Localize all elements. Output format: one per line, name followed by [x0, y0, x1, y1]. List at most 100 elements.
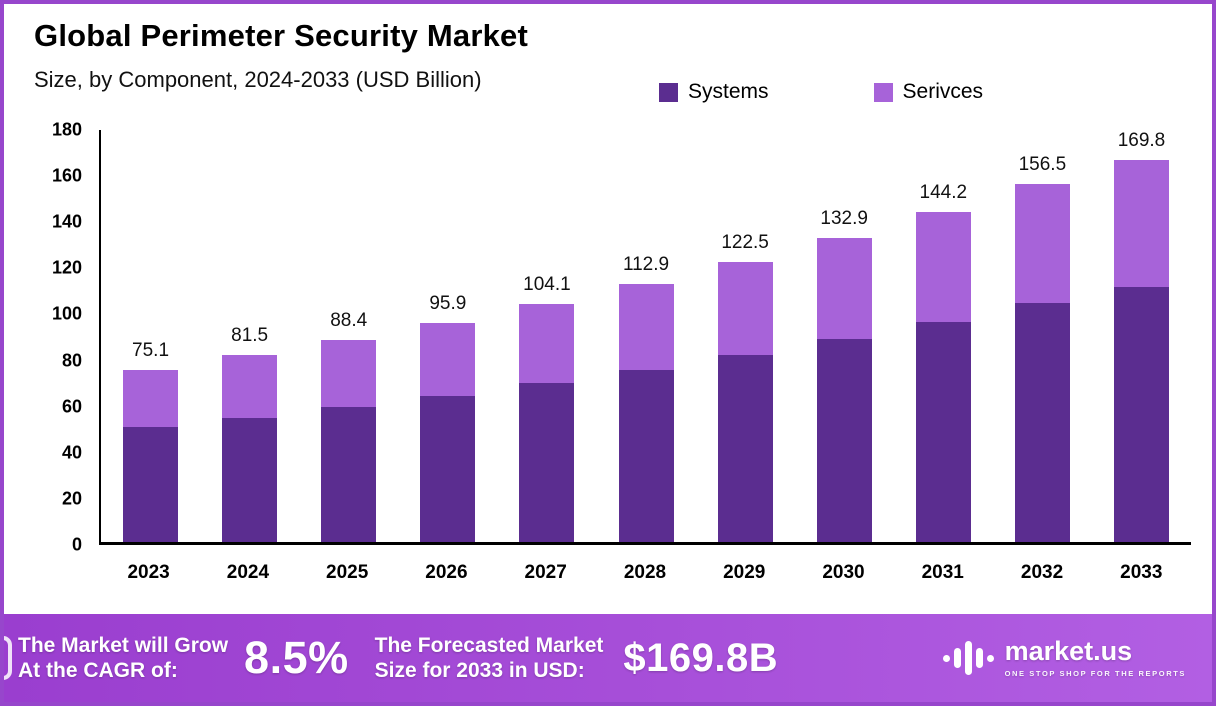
x-tick-label: 2027 — [524, 562, 567, 583]
bar-segment-systems — [321, 406, 377, 542]
bar-segment-serivces — [1014, 183, 1070, 304]
x-tick-label: 2024 — [226, 562, 270, 583]
x-tick-label: 2025 — [326, 562, 369, 583]
bar-column: 112.9 — [596, 130, 695, 542]
bar-total-label: 95.9 — [429, 292, 467, 314]
legend-item-systems: Systems — [659, 80, 769, 104]
chart-subtitle: Size, by Component, 2024-2033 (USD Billi… — [34, 67, 482, 92]
cagr-label-line2: At the CAGR of: — [18, 659, 178, 682]
y-tick-label: 40 — [61, 442, 82, 463]
bar-segment-systems — [519, 382, 575, 542]
bar-segment-systems — [222, 417, 278, 542]
forecast-label-line1: The Forecasted Market — [374, 633, 604, 657]
legend-label-systems: Systems — [688, 80, 769, 103]
bar-segment-serivces — [321, 339, 377, 407]
y-tick-label: 180 — [51, 119, 82, 140]
bar-column: 144.2 — [894, 130, 993, 542]
x-tick-label: 2026 — [425, 562, 468, 583]
bar-column: 132.9 — [795, 130, 894, 542]
bar-total-label: 112.9 — [622, 253, 670, 275]
x-tick-label: 2023 — [127, 562, 170, 583]
stacked-bar — [321, 339, 377, 542]
marketus-logo-icon — [942, 641, 994, 675]
bar-segment-serivces — [420, 322, 476, 396]
cagr-label-line1: The Market will Grow — [18, 633, 229, 657]
stacked-bar — [618, 283, 674, 542]
forecast-label-line2: Size for 2033 in USD: — [374, 659, 585, 682]
bar-total-label: 132.9 — [820, 207, 868, 229]
legend-label-services: Serivces — [902, 80, 984, 103]
bar-total-label: 144.2 — [919, 181, 968, 203]
bar-total-label: 88.4 — [330, 309, 368, 331]
stacked-bar — [519, 303, 575, 542]
legend-swatch-services — [873, 82, 893, 102]
bar-column: 156.5 — [993, 130, 1092, 542]
cagr-value: 8.5% — [244, 632, 349, 683]
stacked-bar — [816, 237, 872, 542]
x-tick-label: 2031 — [921, 562, 964, 583]
y-tick-label: 160 — [51, 165, 82, 186]
brand-tagline: ONE STOP SHOP FOR THE REPORTS — [1004, 669, 1186, 678]
bar-total-label: 122.5 — [721, 231, 769, 253]
y-axis: 0 20 40 60 80 100 120 140 160 180 — [4, 120, 92, 555]
cagr-label: The Market will Grow At the CAGR of: — [18, 633, 228, 683]
stacked-bar — [1113, 160, 1169, 542]
bar-total-label: 156.5 — [1018, 153, 1067, 175]
y-tick-label: 60 — [61, 396, 82, 417]
bar-segment-serivces — [717, 261, 773, 355]
bar-segment-systems — [1113, 287, 1169, 542]
stacked-bar — [420, 322, 476, 542]
forecast-label: The Forecasted Market Size for 2033 in U… — [375, 633, 604, 683]
y-tick-label: 120 — [51, 257, 82, 278]
bar-total-label: 104.1 — [523, 273, 571, 295]
bar-segment-serivces — [222, 355, 278, 418]
x-tick-label: 2028 — [623, 562, 667, 583]
bar-segment-serivces — [816, 237, 872, 340]
marketus-brand: market.us ONE STOP SHOP FOR THE REPORTS — [942, 636, 1186, 679]
bar-segment-systems — [1014, 303, 1070, 542]
bar-segment-systems — [123, 427, 179, 542]
x-tick-label: 2033 — [1120, 562, 1163, 583]
y-tick-label: 0 — [71, 534, 82, 555]
stacked-bar — [915, 211, 971, 542]
x-tick-label: 2032 — [1020, 562, 1064, 583]
banner-left-decoration — [4, 636, 12, 680]
chart-header: Global Perimeter Security Market Size, b… — [34, 18, 528, 93]
bar-segment-serivces — [123, 370, 179, 428]
bar-column: 95.9 — [398, 130, 497, 542]
bar-column: 122.5 — [696, 130, 795, 542]
legend-swatch-systems — [659, 82, 678, 102]
y-tick-label: 20 — [61, 488, 82, 509]
bar-column: 104.1 — [497, 130, 596, 542]
bar-total-label: 81.5 — [231, 325, 269, 347]
stacked-bar — [717, 261, 773, 542]
bar-segment-systems — [717, 355, 773, 542]
bar-segment-serivces — [618, 283, 674, 370]
x-tick-label: 2029 — [723, 562, 766, 583]
chart-legend: Systems Serivces — [659, 80, 983, 104]
forecast-value: $169.8B — [623, 635, 779, 680]
x-tick-label: 2030 — [822, 562, 865, 583]
bar-segment-systems — [816, 339, 872, 542]
bar-segment-systems — [618, 369, 674, 542]
bar-segment-serivces — [915, 211, 971, 322]
bars: 75.1 81.5 88.4 95.9 104.1 112.9 122.5 132.9 144.… — [99, 130, 1191, 545]
y-tick-label: 140 — [51, 211, 82, 232]
brand-name: market.us — [1004, 636, 1133, 666]
x-axis-labels: 2023 2024 2025 2026 2027 2028 2029 2030 2031 2032… — [99, 562, 1191, 584]
page-title: Global Perimeter Security Market — [34, 18, 528, 53]
y-tick-label: 80 — [61, 350, 82, 371]
bar-segment-systems — [915, 321, 971, 542]
brand-text: market.us ONE STOP SHOP FOR THE REPORTS — [1004, 636, 1186, 679]
footer-banner: The Market will Grow At the CAGR of: 8.5… — [4, 614, 1212, 702]
bar-column: 88.4 — [299, 130, 398, 542]
legend-item-services: Serivces — [873, 80, 984, 104]
stacked-bar — [123, 370, 179, 542]
bar-total-label: 169.8 — [1117, 130, 1166, 151]
bar-segment-serivces — [1113, 160, 1169, 288]
bar-total-label: 75.1 — [132, 340, 170, 362]
stacked-bar — [222, 355, 278, 542]
bar-segment-serivces — [519, 303, 575, 383]
y-tick-label: 100 — [51, 303, 82, 324]
